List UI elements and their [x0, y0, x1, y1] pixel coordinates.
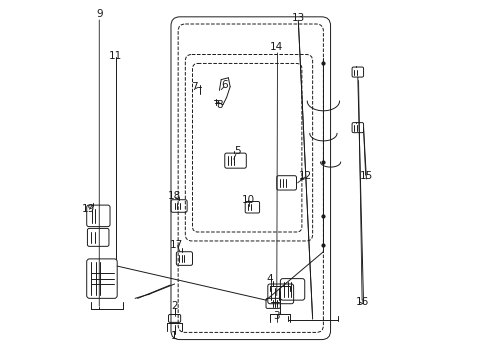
Text: 13: 13 — [291, 13, 305, 23]
Text: 9: 9 — [96, 9, 102, 19]
Text: 1: 1 — [171, 331, 178, 341]
Text: 10: 10 — [241, 195, 254, 205]
Text: 6: 6 — [221, 80, 227, 90]
Text: 15: 15 — [359, 171, 372, 181]
Text: 7: 7 — [191, 82, 197, 92]
Text: 8: 8 — [216, 100, 222, 110]
Text: 11: 11 — [108, 51, 122, 61]
Text: 3: 3 — [273, 311, 280, 321]
Text: 18: 18 — [167, 191, 181, 201]
Text: 2: 2 — [171, 301, 178, 311]
Text: 17: 17 — [169, 239, 183, 249]
Text: 16: 16 — [355, 297, 369, 307]
Text: 4: 4 — [266, 274, 272, 284]
Text: 14: 14 — [269, 42, 283, 52]
Text: 5: 5 — [234, 146, 240, 156]
Text: 12: 12 — [298, 171, 311, 181]
Text: 19: 19 — [81, 204, 95, 214]
